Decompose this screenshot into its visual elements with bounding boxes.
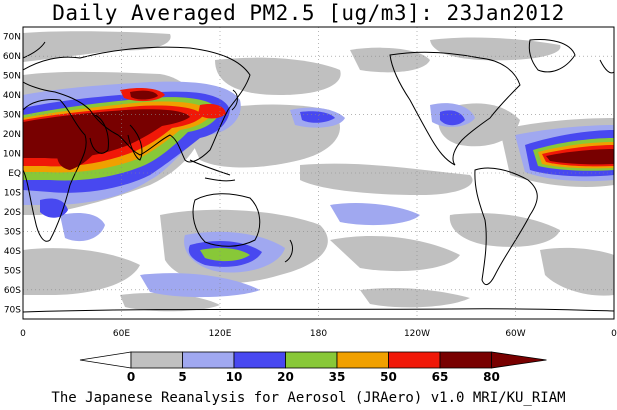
colorbar-segment (182, 351, 235, 369)
lat-label: 50S (4, 266, 21, 276)
colorbar-tick-label: 65 (432, 370, 449, 384)
colorbar-segment (130, 351, 183, 369)
lat-label: 40S (4, 247, 21, 257)
colorbar-tick-label: 20 (277, 370, 294, 384)
lat-label: 30S (4, 227, 21, 237)
lat-label: 20S (4, 208, 21, 218)
colorbar-tick-label: 10 (226, 370, 243, 384)
lon-label: 180 (310, 329, 327, 339)
colorbar-segment (336, 351, 389, 369)
colorbar-segment (233, 351, 286, 369)
colorbar: 0 5 10 20 35 50 65 80 (79, 351, 547, 384)
lat-label: EQ (8, 169, 21, 179)
lon-label: 60W (505, 329, 525, 339)
lat-label: 60N (3, 52, 21, 62)
latitude-labels: 70N 60N 50N 40N 30N 20N 10N EQ 10S 20S 30S 40S 50S 60… (3, 33, 21, 316)
lat-label: 70S (4, 305, 21, 315)
colorbar-arrow-high (491, 351, 547, 369)
lat-label: 40N (3, 91, 21, 101)
colorbar-tick-label: 5 (178, 370, 186, 384)
colorbar-tick-label: 50 (380, 370, 397, 384)
lon-label: 0 (611, 329, 617, 339)
map-frame (22, 26, 615, 320)
map-title: Daily Averaged PM2.5 [ug/m3]: 23Jan2012 (52, 1, 565, 25)
colorbar-segment (285, 351, 338, 369)
colorbar-arrow-low (79, 351, 132, 369)
lon-label: 120W (404, 329, 430, 339)
lon-label: 120E (209, 329, 232, 339)
lat-label: 30N (3, 111, 21, 121)
pm25-field (23, 31, 614, 313)
map-grid (23, 27, 614, 319)
lon-label: 0 (20, 329, 26, 339)
lat-label: 50N (3, 72, 21, 82)
lat-label: 10S (4, 188, 21, 198)
lat-label: 60S (4, 286, 21, 296)
colorbar-tick-label: 80 (483, 370, 500, 384)
lon-label: 60E (113, 329, 130, 339)
lat-label: 70N (3, 33, 21, 43)
colorbar-tick-label: 35 (329, 370, 346, 384)
lat-label: 10N (3, 150, 21, 160)
colorbar-segment (388, 351, 441, 369)
colorbar-tick-label: 0 (127, 370, 135, 384)
colorbar-segment (439, 351, 492, 369)
longitude-labels: 0 60E 120E 180 120W 60W 0 (20, 329, 617, 339)
lat-label: 20N (3, 130, 21, 140)
footer-credit: The Japanese Reanalysis for Aerosol (JRA… (51, 390, 566, 406)
